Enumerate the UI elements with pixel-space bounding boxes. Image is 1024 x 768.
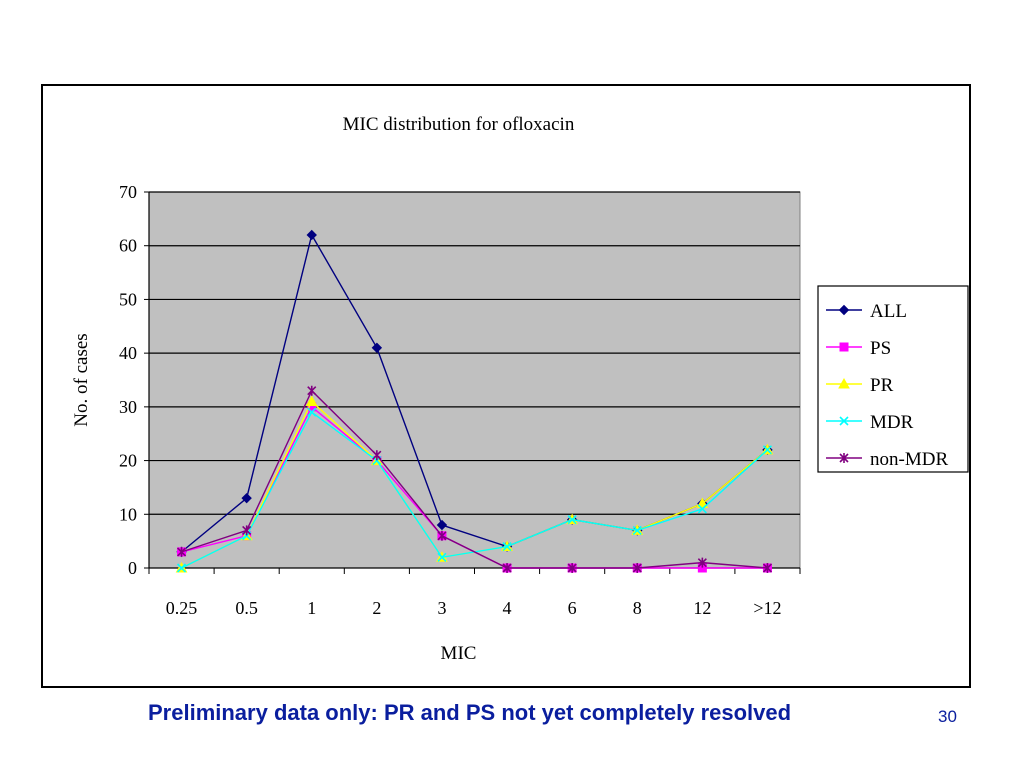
footnote: Preliminary data only: PR and PS not yet… (148, 700, 792, 725)
x-axis-label: MIC (441, 643, 477, 664)
data-point-mdr (567, 515, 577, 525)
y-tick-label: 70 (119, 182, 137, 202)
data-point-non-mdr (697, 557, 707, 568)
data-point-non-mdr (567, 563, 577, 573)
y-tick-label: 20 (119, 451, 137, 471)
data-point-non-mdr (242, 525, 252, 536)
data-point-mdr (632, 525, 642, 535)
y-tick-label: 0 (128, 558, 137, 578)
x-tick-label: 0.5 (235, 598, 258, 618)
data-point-all (436, 519, 448, 531)
data-point-all (306, 229, 317, 241)
x-tick-label: >12 (753, 598, 781, 618)
series-line-non-mdr (181, 389, 768, 569)
y-tick-label: 50 (119, 289, 137, 309)
legend-label: non-MDR (870, 449, 948, 470)
data-point-mdr (697, 504, 707, 514)
data-point-mdr (762, 445, 773, 455)
data-point-non-mdr (176, 546, 187, 557)
chart-frame: 0 10 20 30 40 50 60 70 0.25 0.5 1 2 3 4 6 8 12 >12 MIC dis… (41, 84, 971, 688)
data-point-mdr (502, 541, 512, 552)
y-axis-label: No. of cases (71, 333, 92, 426)
data-point-pr (305, 395, 318, 406)
legend-label: ALL (870, 301, 907, 322)
legend-marker-all (838, 304, 850, 316)
legend-marker-pr (838, 377, 850, 389)
x-tick-label: 1 (307, 598, 316, 618)
data-point-all (241, 492, 252, 504)
x-tick-label: 12 (693, 598, 711, 618)
y-tick-label: 30 (119, 397, 137, 417)
y-tick-label: 60 (119, 236, 137, 256)
data-point-non-mdr (437, 530, 447, 541)
legend-marker-non-mdr (839, 453, 849, 463)
data-point-non-mdr (632, 563, 642, 573)
legend-label: PS (870, 338, 891, 359)
x-tick-label: 6 (568, 598, 577, 618)
x-tick-label: 3 (437, 598, 446, 618)
data-point-mdr (307, 407, 317, 417)
x-tick-label: 8 (633, 598, 642, 618)
y-tick-label: 10 (119, 504, 137, 524)
x-tick-label: 2 (372, 598, 381, 618)
legend-box (817, 285, 969, 473)
data-point-mdr (176, 563, 187, 573)
y-tick-label: 40 (119, 343, 137, 363)
page-number: 30 (938, 707, 957, 726)
x-tick-label: 0.25 (166, 598, 198, 618)
legend-marker-ps (839, 342, 849, 352)
legend-label: PR (870, 375, 894, 396)
data-point-non-mdr (307, 385, 317, 396)
plot-area (148, 191, 801, 569)
data-point-non-mdr (502, 563, 512, 573)
chart-title: MIC distribution for ofloxacin (343, 114, 575, 135)
legend-label: MDR (870, 412, 914, 433)
data-point-all (371, 342, 383, 353)
data-point-non-mdr (762, 563, 773, 573)
data-point-non-mdr (372, 450, 382, 461)
data-point-mdr (437, 552, 447, 562)
legend-marker-mdr (839, 416, 849, 426)
x-tick-label: 4 (503, 598, 512, 618)
